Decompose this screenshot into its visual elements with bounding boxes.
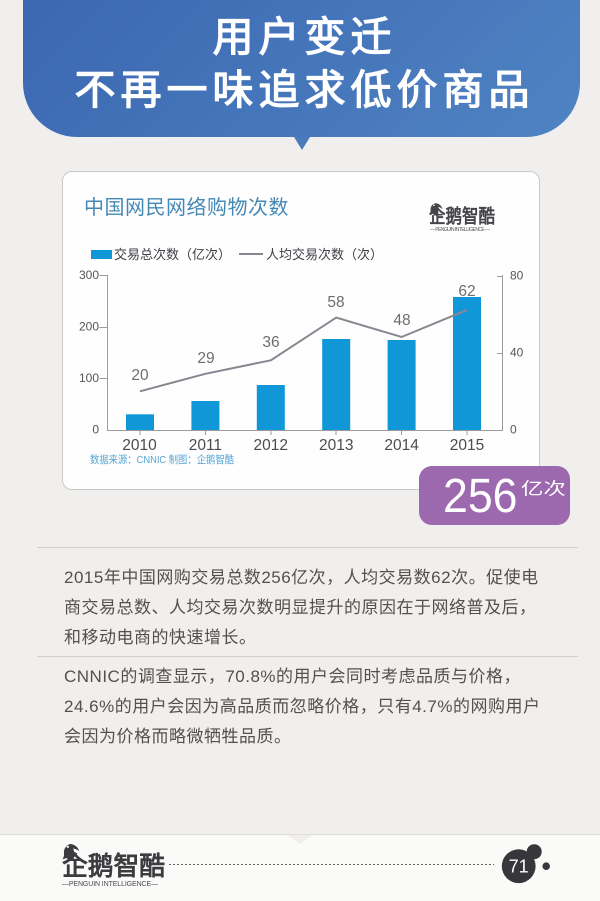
svg-text:企鹅智酷: 企鹅智酷 xyxy=(429,205,495,228)
svg-text:48: 48 xyxy=(393,312,410,329)
svg-text:200: 200 xyxy=(79,320,99,334)
svg-text:2014: 2014 xyxy=(384,437,419,454)
svg-text:300: 300 xyxy=(79,268,99,282)
svg-text:40: 40 xyxy=(510,346,524,360)
svg-text:2010: 2010 xyxy=(122,437,157,454)
svg-text:100: 100 xyxy=(79,371,99,385)
svg-text:企鹅智酷: 企鹅智酷 xyxy=(62,851,165,881)
svg-text:62: 62 xyxy=(458,283,475,300)
svg-text:2012: 2012 xyxy=(254,437,288,454)
svg-text:20: 20 xyxy=(131,367,149,384)
svg-text:58: 58 xyxy=(327,294,344,311)
svg-text:0: 0 xyxy=(92,423,99,437)
svg-text:— PENGUIN INTELLIGENCE —: — PENGUIN INTELLIGENCE — xyxy=(430,227,490,233)
svg-text:2015: 2015 xyxy=(450,437,484,454)
svg-text:71: 71 xyxy=(509,857,529,877)
svg-text:2011: 2011 xyxy=(189,437,222,454)
svg-text:36: 36 xyxy=(262,334,279,351)
svg-text:29: 29 xyxy=(197,350,214,367)
svg-text:0: 0 xyxy=(510,423,517,437)
svg-text:数据来源：CNNIC 制图：企鹅智酷: 数据来源：CNNIC 制图：企鹅智酷 xyxy=(90,453,234,466)
svg-text:—PENGUIN INTELLIGENCE—: —PENGUIN INTELLIGENCE— xyxy=(62,881,158,888)
svg-text:80: 80 xyxy=(510,269,524,283)
svg-text:2013: 2013 xyxy=(319,437,353,454)
